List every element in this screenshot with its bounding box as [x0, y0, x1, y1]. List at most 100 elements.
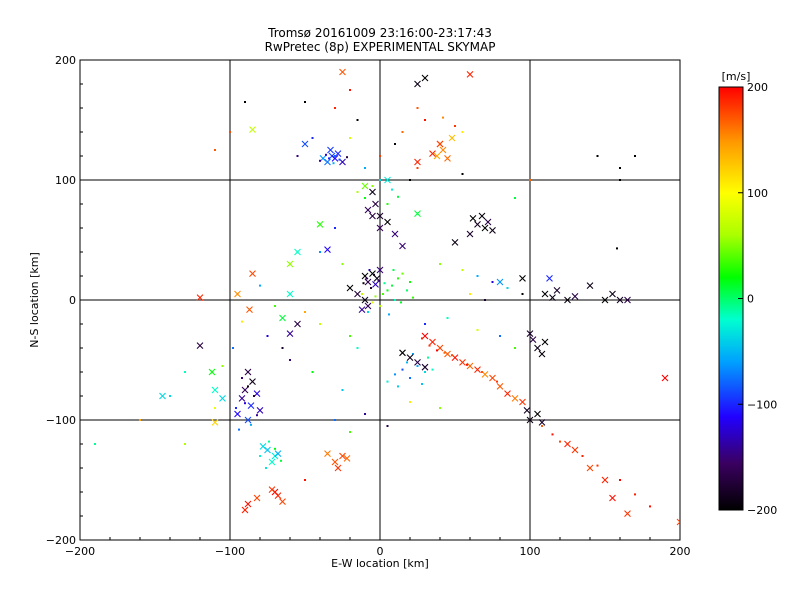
x-marker-stroke [253, 494, 261, 502]
colorbar: [m/s] −200 −100 0 100 200 [718, 70, 777, 517]
x-marker-stroke [609, 494, 616, 502]
dot-marker [341, 389, 344, 391]
x-marker-stroke [286, 260, 294, 268]
x-marker-stroke [244, 416, 252, 424]
x-marker-stroke [369, 270, 376, 277]
dot-marker [596, 155, 599, 157]
x-marker [519, 398, 526, 406]
x-marker-stroke [571, 446, 579, 454]
x-marker [504, 390, 511, 397]
dot-marker [454, 125, 456, 127]
x-marker [354, 290, 361, 298]
x-marker-stroke [247, 402, 255, 409]
x-marker-stroke [541, 338, 549, 346]
x-marker-stroke [564, 296, 571, 304]
x-marker-stroke [481, 371, 489, 378]
x-marker [601, 476, 609, 484]
x-marker-stroke [244, 500, 252, 508]
dot-marker [386, 380, 389, 383]
x-marker [526, 330, 534, 337]
x-marker [343, 455, 351, 462]
x-marker-stroke [571, 293, 579, 300]
x-marker [571, 446, 579, 454]
x-marker-stroke [661, 374, 669, 382]
dot-marker [499, 335, 501, 337]
dot-marker [184, 443, 186, 445]
x-marker [301, 140, 309, 148]
data-points [94, 68, 680, 526]
x-marker-stroke [259, 443, 267, 450]
x-marker-stroke [553, 287, 561, 294]
chart-title: Tromsø 20161009 23:16:00-23:17:43 [267, 26, 492, 40]
x-marker-stroke [601, 296, 609, 304]
dot-marker [409, 179, 411, 181]
x-marker [474, 221, 481, 228]
x-marker-stroke [538, 350, 546, 358]
x-marker-stroke [208, 368, 216, 376]
dot-marker [514, 347, 516, 349]
x-marker [334, 464, 342, 472]
x-marker-stroke [429, 338, 436, 346]
dot-marker [409, 401, 411, 403]
x-marker [324, 246, 331, 253]
dot-marker [649, 505, 651, 508]
x-tick-label: 200 [670, 545, 691, 558]
x-marker [358, 306, 366, 313]
x-marker-stroke [529, 336, 537, 343]
colorbar-ticks: −200 −100 0 100 200 [738, 81, 777, 517]
x-marker [489, 374, 496, 382]
dot-marker [241, 320, 243, 323]
dot-marker [256, 414, 258, 417]
dot-marker [461, 269, 464, 271]
dot-marker [409, 377, 411, 379]
x-marker [346, 284, 354, 292]
dot-marker [412, 353, 414, 355]
dot-marker [461, 131, 464, 133]
dot-marker [391, 188, 393, 191]
dot-marker [334, 107, 336, 109]
x-marker [268, 486, 276, 493]
dot-marker [496, 380, 498, 383]
x-marker-stroke [459, 359, 466, 366]
dot-marker [424, 323, 426, 325]
dot-marker [365, 277, 368, 280]
x-marker [616, 296, 624, 304]
x-marker-stroke [343, 455, 351, 462]
x-marker [414, 80, 421, 88]
dot-marker [431, 368, 434, 371]
dot-marker [559, 440, 561, 443]
dot-marker [406, 361, 408, 364]
x-marker [286, 290, 294, 298]
dot-marker [397, 277, 399, 280]
x-marker-stroke [279, 314, 286, 322]
dot-marker [619, 179, 621, 181]
x-marker-stroke [609, 290, 616, 298]
dot-marker [596, 464, 599, 467]
dot-marker [247, 385, 249, 388]
x-marker [429, 338, 436, 346]
x-marker-stroke [244, 368, 252, 376]
x-marker-stroke [484, 218, 492, 226]
x-marker-stroke [676, 518, 680, 523]
dot-marker [436, 349, 438, 352]
x-marker-stroke [256, 407, 264, 414]
x-marker [586, 282, 594, 289]
x-marker [279, 498, 286, 505]
dot-marker [506, 287, 509, 289]
x-marker [526, 416, 534, 424]
dot-marker [319, 159, 321, 162]
dot-marker [421, 337, 423, 340]
dot-marker [311, 371, 314, 373]
dot-marker [334, 227, 336, 229]
x-marker-stroke [429, 150, 436, 157]
x-marker [484, 218, 492, 226]
x-marker [264, 446, 271, 454]
y-tick-label: −200 [46, 534, 76, 547]
x-tick-label: 100 [520, 545, 541, 558]
x-marker [234, 410, 241, 418]
dot-marker [619, 167, 621, 169]
x-marker [538, 350, 546, 358]
x-marker-stroke [586, 282, 594, 289]
x-marker-stroke [406, 354, 414, 361]
dot-marker [244, 402, 246, 405]
